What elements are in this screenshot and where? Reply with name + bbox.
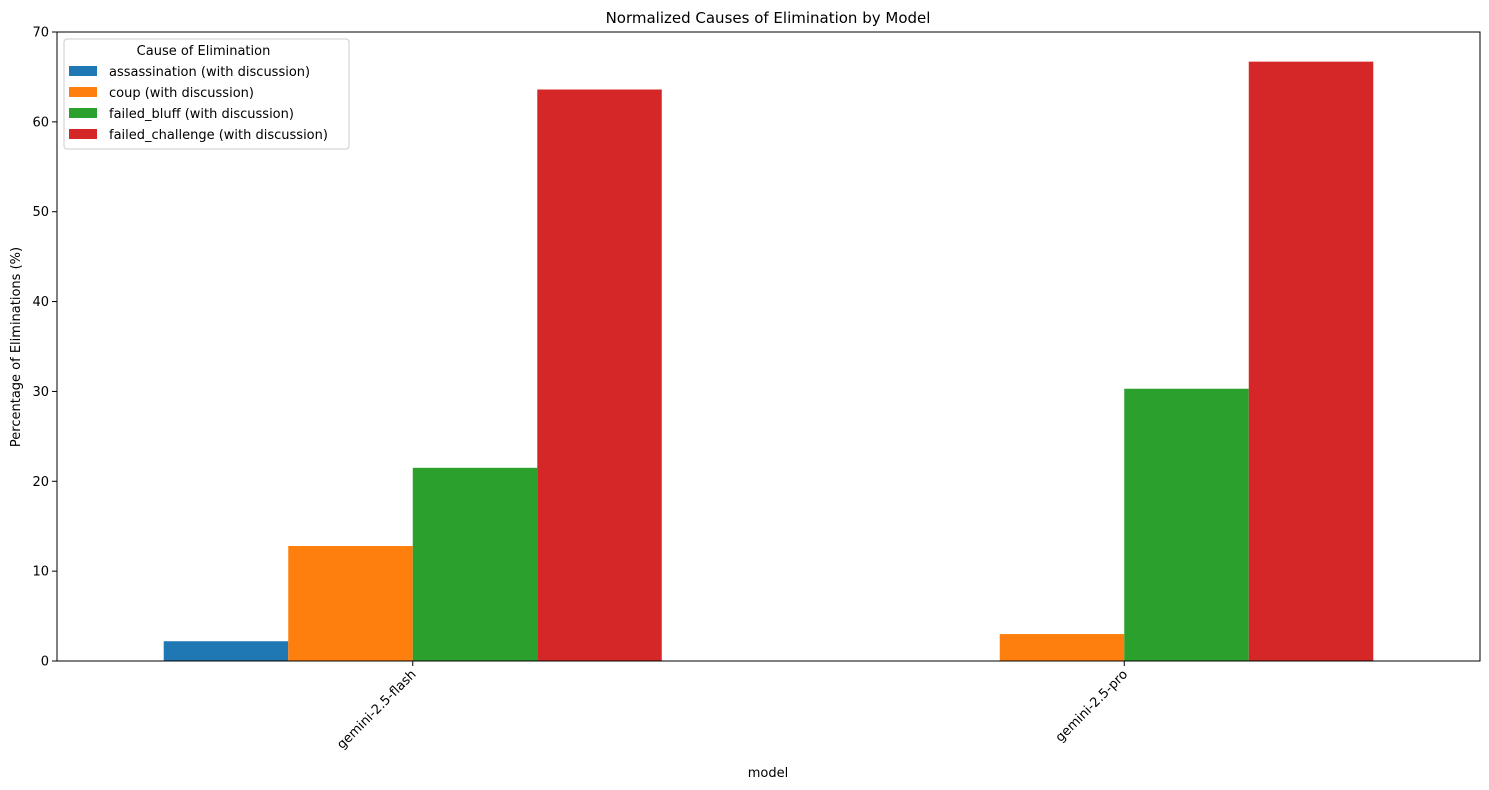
y-tick-label: 0 xyxy=(41,655,49,670)
y-tick-label: 70 xyxy=(32,26,49,41)
bar-1-1 xyxy=(999,634,1125,661)
x-axis: gemini-2.5-flash gemini-2.5-pro xyxy=(334,661,1131,753)
legend-swatch xyxy=(69,87,97,97)
legend-label: failed_challenge (with discussion) xyxy=(109,128,328,143)
bars-group xyxy=(163,61,1374,662)
y-tick-label: 60 xyxy=(32,115,49,130)
bar-0-1 xyxy=(288,545,413,661)
legend-label: assassination (with discussion) xyxy=(109,65,310,80)
y-tick-label: 30 xyxy=(32,385,49,400)
legend-label: coup (with discussion) xyxy=(109,86,254,101)
legend-box xyxy=(63,38,350,150)
legend-title: Cause of Elimination xyxy=(137,44,271,59)
bar-0-2 xyxy=(412,467,538,661)
legend-swatch xyxy=(69,108,97,118)
y-axis-label: Percentage of Eliminations (%) xyxy=(9,247,24,447)
y-tick-label: 50 xyxy=(32,205,49,220)
chart-title: Normalized Causes of Elimination by Mode… xyxy=(606,9,931,27)
bar-0-0 xyxy=(163,641,289,661)
y-tick-label: 20 xyxy=(32,475,49,490)
y-axis: 0 10 20 30 40 50 60 70 xyxy=(32,26,57,670)
legend: Cause of Elimination assassination (with … xyxy=(63,38,350,150)
y-tick-label: 40 xyxy=(32,295,49,310)
x-axis-label: model xyxy=(748,766,788,781)
y-tick-label: 10 xyxy=(32,565,49,580)
legend-swatch xyxy=(69,66,97,76)
x-tick-label: gemini-2.5-flash xyxy=(334,667,419,752)
legend-label: failed_bluff (with discussion) xyxy=(109,107,294,122)
legend-swatch xyxy=(69,129,97,139)
plot-frame xyxy=(56,31,1481,662)
bar-0-3 xyxy=(537,89,662,662)
x-tick-label: gemini-2.5-pro xyxy=(1053,667,1131,745)
bar-1-2 xyxy=(1124,388,1249,661)
bar-1-3 xyxy=(1248,61,1374,662)
